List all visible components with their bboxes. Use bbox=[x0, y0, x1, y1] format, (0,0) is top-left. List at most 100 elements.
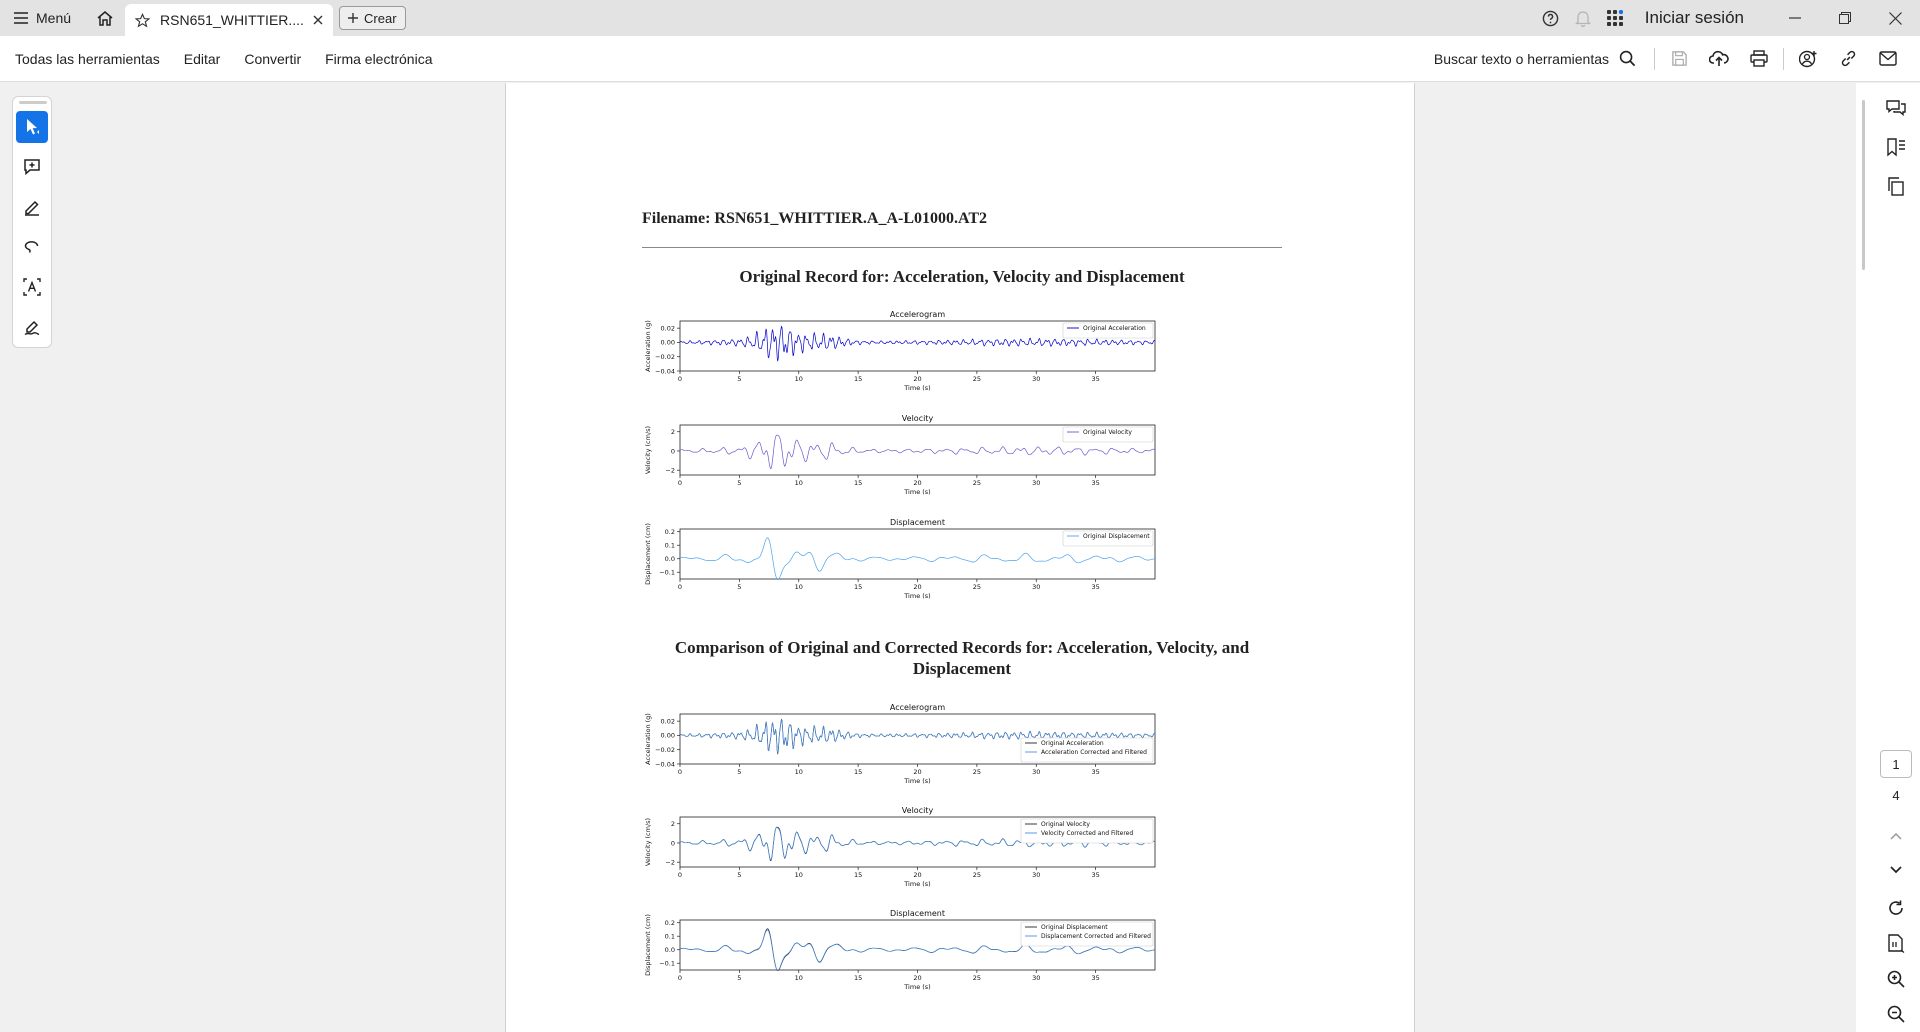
x-axis-label: Time (s) bbox=[903, 983, 930, 991]
home-button[interactable] bbox=[85, 0, 125, 36]
x-tick-label: 15 bbox=[854, 871, 862, 879]
apps-button[interactable] bbox=[1599, 10, 1631, 26]
y-tick-label: −0.1 bbox=[659, 569, 675, 577]
x-tick-label: 25 bbox=[973, 583, 981, 591]
sign-tool[interactable] bbox=[16, 311, 48, 343]
section-comparison-title-line1: Comparison of Original and Corrected Rec… bbox=[674, 638, 1250, 657]
search-icon[interactable] bbox=[1619, 50, 1636, 67]
y-tick-label: −0.04 bbox=[655, 760, 675, 768]
restore-icon bbox=[1839, 12, 1851, 24]
y-tick-label: 0.1 bbox=[665, 933, 675, 941]
highlight-tool[interactable] bbox=[16, 191, 48, 223]
printer-icon bbox=[1750, 50, 1768, 67]
legend-label: Original Displacement bbox=[1041, 924, 1108, 931]
close-tab-icon[interactable] bbox=[313, 15, 323, 25]
x-tick-label: 35 bbox=[1091, 479, 1099, 487]
rotate-button[interactable] bbox=[1884, 896, 1908, 920]
x-tick-label: 20 bbox=[913, 583, 921, 591]
vertical-scrollbar[interactable] bbox=[1862, 100, 1865, 270]
y-tick-label: 0.0 bbox=[665, 555, 675, 563]
notifications-button[interactable] bbox=[1567, 10, 1599, 27]
comment-plus-icon bbox=[24, 159, 40, 176]
add-comment-tool[interactable] bbox=[16, 151, 48, 183]
text-select-tool[interactable] bbox=[16, 271, 48, 303]
add-user-icon bbox=[1798, 50, 1816, 67]
close-window-button[interactable] bbox=[1870, 0, 1920, 36]
hamburger-icon bbox=[14, 12, 28, 24]
page-display-button[interactable] bbox=[1884, 931, 1908, 955]
plot-title: Accelerogram bbox=[890, 310, 945, 319]
document-viewport[interactable]: Filename: RSN651_WHITTIER.A_A-L01000.AT2… bbox=[0, 83, 1856, 1032]
legend-box bbox=[1020, 818, 1154, 844]
y-tick-label: 0 bbox=[671, 447, 675, 455]
email-button[interactable] bbox=[1868, 51, 1908, 66]
x-tick-label: 10 bbox=[795, 871, 803, 879]
legend-label: Velocity Corrected and Filtered bbox=[1041, 830, 1133, 837]
x-tick-label: 30 bbox=[1032, 583, 1040, 591]
create-label: Crear bbox=[364, 10, 397, 26]
x-tick-label: 0 bbox=[678, 768, 682, 776]
save-button[interactable] bbox=[1659, 50, 1699, 67]
toolbar-divider bbox=[1783, 47, 1784, 70]
x-tick-label: 10 bbox=[795, 479, 803, 487]
star-icon[interactable] bbox=[135, 12, 151, 28]
x-tick-label: 35 bbox=[1091, 375, 1099, 383]
zoom-out-button[interactable] bbox=[1884, 1002, 1908, 1026]
draw-tool[interactable] bbox=[16, 231, 48, 263]
comments-panel-button[interactable] bbox=[1884, 96, 1908, 120]
upload-button[interactable] bbox=[1699, 50, 1739, 67]
original-displacement-plot: Displacement 0 5 10 15 20 25 30 35 0.2 0.1 0.0 −0.1 T… bbox=[644, 518, 1156, 600]
zoom-in-button[interactable] bbox=[1884, 967, 1908, 991]
signin-button[interactable]: Iniciar sesión bbox=[1644, 8, 1744, 27]
y-tick-label: 0.00 bbox=[661, 339, 675, 347]
close-icon bbox=[1888, 11, 1902, 25]
series-line bbox=[679, 537, 1155, 580]
pages-panel-button[interactable] bbox=[1884, 174, 1908, 198]
search-tools-field[interactable]: Buscar texto o herramientas bbox=[1433, 50, 1609, 67]
y-tick-label: −2 bbox=[665, 466, 675, 474]
share-user-button[interactable] bbox=[1788, 50, 1828, 68]
plus-icon bbox=[348, 13, 359, 23]
y-tick-label: 0.0 bbox=[665, 946, 675, 954]
menu-edit[interactable]: Editar bbox=[183, 50, 221, 67]
y-axis-label: Velocity (cm/s) bbox=[644, 818, 652, 866]
create-button[interactable]: Crear bbox=[339, 6, 406, 30]
bell-icon bbox=[1574, 10, 1591, 27]
menu-all-tools[interactable]: Todas las herramientas bbox=[15, 50, 160, 67]
x-axis-label: Time (s) bbox=[903, 488, 930, 496]
previous-page-button[interactable] bbox=[1884, 824, 1908, 848]
x-tick-label: 5 bbox=[737, 768, 741, 776]
x-tick-label: 30 bbox=[1032, 768, 1040, 776]
apps-grid-icon bbox=[1606, 10, 1623, 26]
original-accelerogram-plot: Accelerogram 0 5 10 15 20 25 30 35 0.02 0.00 −0.02 −… bbox=[644, 310, 1156, 392]
x-axis-label: Time (s) bbox=[903, 880, 930, 888]
minimize-button[interactable] bbox=[1770, 0, 1820, 36]
restore-button[interactable] bbox=[1820, 0, 1870, 36]
y-tick-label: −0.1 bbox=[659, 960, 675, 968]
select-tool[interactable] bbox=[16, 111, 48, 143]
menu-e-signature[interactable]: Firma electrónica bbox=[325, 50, 433, 67]
bookmarks-panel-button[interactable] bbox=[1884, 135, 1908, 159]
y-axis-label: Acceleration (g) bbox=[644, 713, 652, 765]
bookmark-list-icon bbox=[1887, 137, 1905, 157]
x-tick-label: 10 bbox=[795, 974, 803, 982]
legend-label: Acceleration Corrected and Filtered bbox=[1041, 749, 1147, 756]
x-axis-label: Time (s) bbox=[903, 777, 930, 785]
document-tab[interactable]: RSN651_WHITTIER.... bbox=[125, 4, 334, 36]
copy-link-button[interactable] bbox=[1828, 50, 1868, 67]
x-tick-label: 15 bbox=[854, 768, 862, 776]
help-button[interactable] bbox=[1535, 10, 1567, 27]
print-button[interactable] bbox=[1739, 50, 1779, 67]
x-tick-label: 10 bbox=[795, 375, 803, 383]
menu-convert[interactable]: Convertir bbox=[244, 50, 302, 67]
x-tick-label: 0 bbox=[678, 871, 682, 879]
horizontal-rule bbox=[642, 247, 1282, 248]
next-page-button[interactable] bbox=[1884, 858, 1908, 882]
x-tick-label: 25 bbox=[973, 974, 981, 982]
zoom-out-icon bbox=[1887, 1005, 1905, 1023]
menu-button[interactable]: Menú bbox=[0, 0, 85, 36]
current-page-input[interactable]: 1 bbox=[1880, 750, 1912, 778]
minimize-icon bbox=[1789, 17, 1801, 19]
drag-handle[interactable] bbox=[19, 101, 47, 104]
y-tick-label: −0.02 bbox=[655, 353, 675, 361]
